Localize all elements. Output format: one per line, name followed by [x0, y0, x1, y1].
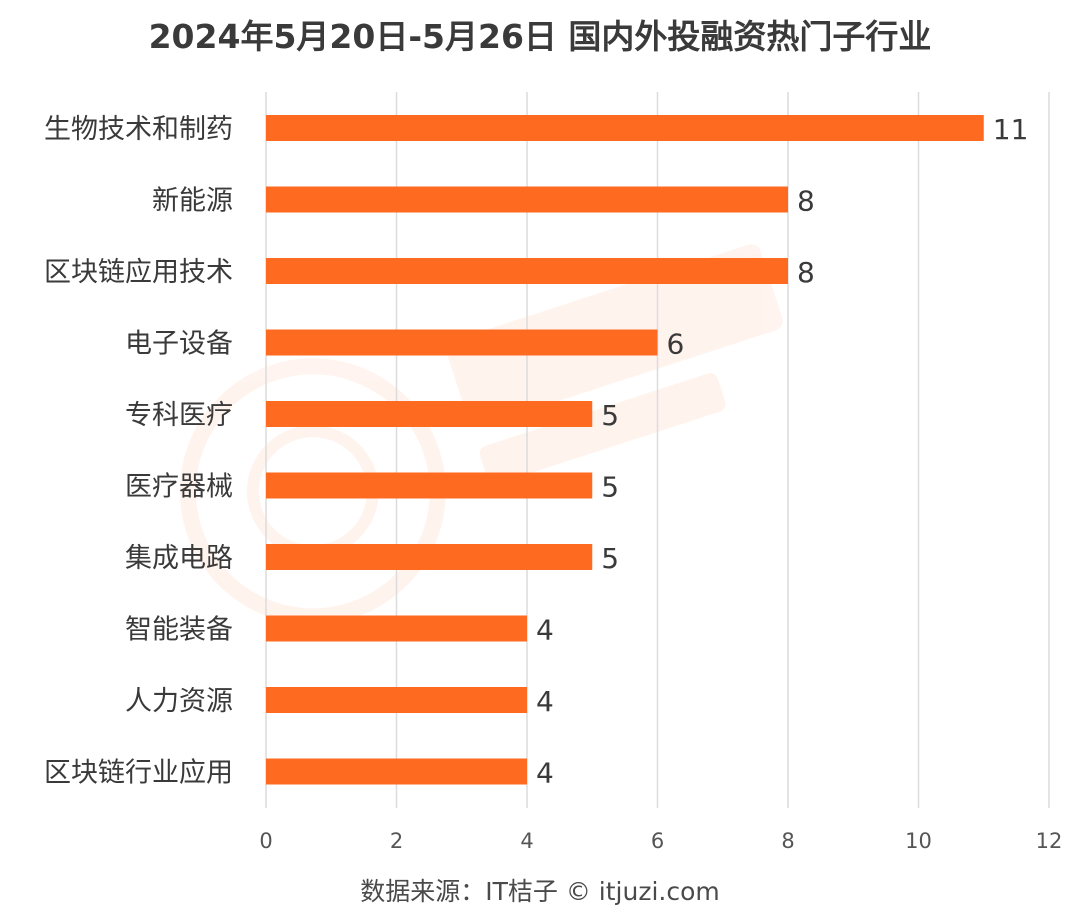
x-tick-label-12: 12: [1036, 829, 1063, 853]
category-label-5: 医疗器械: [125, 472, 233, 503]
bar-4: [266, 401, 593, 427]
bar-2: [266, 258, 788, 284]
category-label-1: 新能源: [152, 186, 233, 217]
category-label-7: 智能装备: [125, 615, 233, 646]
data-source-note: 数据来源：IT桔子 © itjuzi.com: [360, 877, 720, 906]
category-label-6: 集成电路: [125, 543, 233, 574]
category-label-2: 区块链应用技术: [44, 257, 233, 288]
x-tick-label-2: 2: [390, 829, 403, 853]
x-tick-label-8: 8: [781, 829, 794, 853]
category-label-0: 生物技术和制药: [44, 114, 233, 145]
x-tick-label-4: 4: [520, 829, 533, 853]
value-label-7: 4: [536, 614, 554, 647]
bar-6: [266, 544, 593, 570]
x-tick-label-6: 6: [651, 829, 664, 853]
bar-1: [266, 186, 788, 213]
x-tick-label-0: 0: [259, 829, 272, 853]
bars: [266, 115, 984, 785]
bar-0: [266, 115, 984, 141]
value-labels: 11 8 8 6 5 5 5 4 4 4: [536, 113, 1028, 790]
chart-title: 2024年5月20日-5月26日 国内外投融资热门子行业: [148, 17, 932, 56]
value-label-6: 5: [601, 542, 619, 575]
category-label-8: 人力资源: [125, 686, 233, 717]
bar-9: [266, 758, 527, 785]
category-label-3: 电子设备: [125, 329, 233, 360]
bar-8: [266, 687, 527, 713]
category-label-4: 专科医疗: [125, 400, 233, 431]
value-label-1: 8: [797, 185, 815, 218]
x-tick-label-10: 10: [905, 829, 932, 853]
value-label-2: 8: [797, 256, 815, 289]
value-label-4: 5: [601, 399, 619, 432]
value-label-8: 4: [536, 685, 554, 718]
value-label-9: 4: [536, 757, 554, 790]
category-label-9: 区块链行业应用: [44, 758, 233, 789]
bar-3: [266, 329, 658, 356]
value-label-3: 6: [667, 328, 685, 361]
value-label-5: 5: [601, 471, 619, 504]
category-labels: 生物技术和制药新能源区块链应用技术电子设备专科医疗医疗器械集成电路智能装备人力资…: [44, 114, 233, 789]
bar-5: [266, 472, 593, 499]
value-label-0: 11: [993, 113, 1029, 146]
x-axis-ticks: 0 2 4 6 8 10 12: [259, 829, 1062, 853]
bar-7: [266, 615, 527, 642]
